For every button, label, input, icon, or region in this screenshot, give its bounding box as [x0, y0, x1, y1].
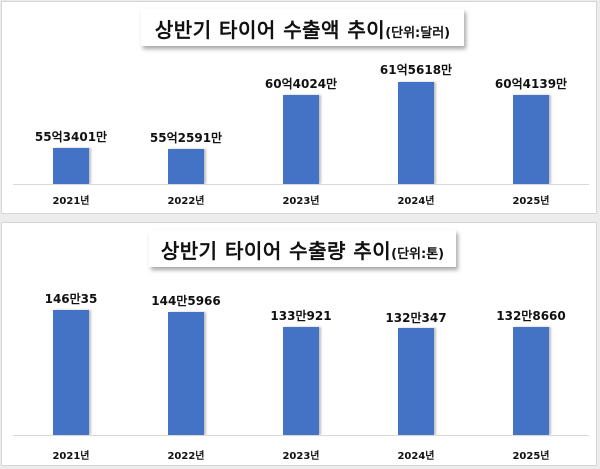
- bar-2021: [53, 148, 89, 184]
- data-label: 132만347: [385, 311, 447, 325]
- chart-title-text: 상반기 타이어 수출액 추이: [154, 18, 386, 42]
- x-axis-label: 2022년: [167, 196, 205, 207]
- x-axis-label: 2025년: [512, 196, 550, 207]
- x-axis-label: 2024년: [397, 451, 435, 462]
- x-axis-label: 2023년: [282, 196, 320, 207]
- x-axis-label: 2023년: [282, 451, 320, 462]
- data-label: 132만8660: [496, 309, 566, 323]
- data-label: 133만921: [270, 309, 332, 323]
- x-axis-label: 2025년: [512, 451, 550, 462]
- bar-2022: [168, 149, 204, 184]
- export-value-chart-panel: 상반기 타이어 수출액 추이 (단위:달러) 55억3401만 55억2591만…: [1, 1, 597, 214]
- data-label: 144만5966: [151, 294, 221, 308]
- data-label: 60억4139만: [494, 77, 568, 91]
- bar-2023: [283, 327, 319, 435]
- bar-2024: [398, 82, 434, 184]
- data-label: 55억2591만: [149, 131, 223, 145]
- export-volume-chart-title: 상반기 타이어 수출량 추이 (단위:톤): [149, 230, 456, 267]
- bar-2024: [398, 328, 434, 435]
- chart-unit-text: (단위:달러): [385, 26, 451, 41]
- bar-2022: [168, 312, 204, 435]
- data-label: 55억3401만: [34, 130, 108, 144]
- export-value-chart-title: 상반기 타이어 수출액 추이 (단위:달러): [141, 9, 464, 46]
- x-axis-label: 2022년: [167, 451, 205, 462]
- x-axis-label: 2021년: [52, 196, 90, 207]
- data-label: 146만35: [44, 292, 98, 306]
- data-label: 60억4024만: [264, 77, 338, 91]
- bar-2021: [53, 310, 89, 435]
- chart-title-text: 상반기 타이어 수출량 추이: [160, 239, 392, 263]
- bar-2023: [283, 95, 319, 184]
- x-axis-line: [13, 435, 589, 436]
- x-axis-label: 2021년: [52, 451, 90, 462]
- bar-2025: [513, 95, 549, 184]
- chart-unit-text: (단위:톤): [391, 247, 445, 262]
- export-volume-chart-panel: 상반기 타이어 수출량 추이 (단위:톤) 146만35 144만5966 13…: [1, 222, 597, 466]
- bar-2025: [513, 327, 549, 435]
- x-axis-line: [13, 184, 589, 185]
- data-label: 61억5618만: [379, 63, 453, 77]
- x-axis-label: 2024년: [397, 196, 435, 207]
